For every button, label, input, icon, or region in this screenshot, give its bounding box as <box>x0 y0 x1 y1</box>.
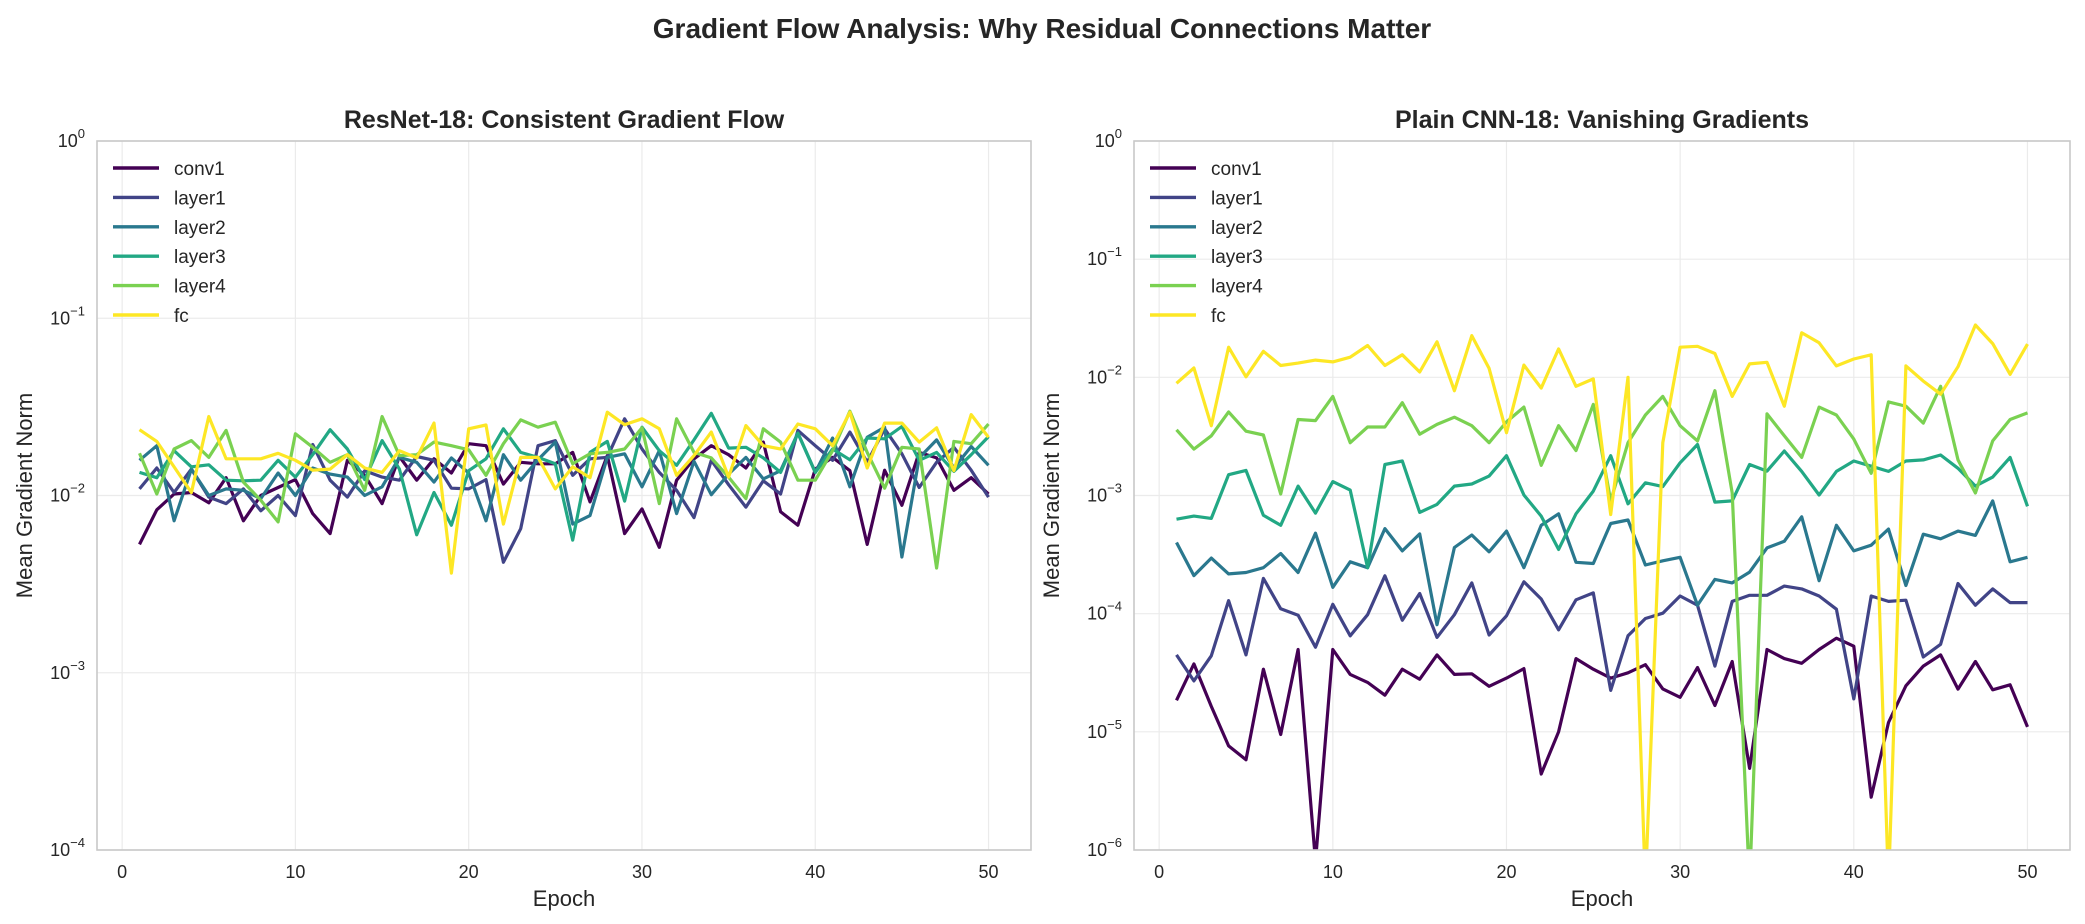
legend-item-fc: fc <box>113 306 189 327</box>
y-tick-label: 10−4 <box>50 835 85 860</box>
series-line-conv1 <box>1175 636 2029 850</box>
legend-label: layer3 <box>1211 247 1263 268</box>
x-tick-label: 30 <box>1670 862 1690 882</box>
x-tick-label: 50 <box>2017 862 2037 882</box>
legend-item-conv1: conv1 <box>113 159 225 180</box>
x-tick-label: 40 <box>1844 862 1864 882</box>
legend-item-conv1: conv1 <box>1150 159 1262 180</box>
legend-label: layer3 <box>174 247 226 268</box>
y-tick-label: 10−2 <box>1087 362 1122 387</box>
legend-label: fc <box>1211 306 1226 327</box>
legend-label: layer2 <box>174 218 226 239</box>
axes-frame <box>96 140 1032 851</box>
subplot-title: ResNet-18: Consistent Gradient Flow <box>344 106 785 134</box>
x-tick-label: 10 <box>1323 862 1343 882</box>
series-line-layer1 <box>138 417 990 564</box>
legend-item-layer4: layer4 <box>1150 277 1263 298</box>
axes-frame <box>1133 140 2071 851</box>
legend-item-fc: fc <box>1150 306 1226 327</box>
legend-label: conv1 <box>1211 159 1262 180</box>
legend: conv1 layer1 layer2 layer3 layer4 fc <box>1150 159 1263 327</box>
series-line-layer3 <box>1176 442 2030 570</box>
series-line-layer2 <box>138 425 990 559</box>
legend-label: layer1 <box>174 188 226 209</box>
x-tick-label: 20 <box>459 862 479 882</box>
y-tick-label: 10−5 <box>1087 717 1122 742</box>
subplot-title: Plain CNN-18: Vanishing Gradients <box>1395 106 1809 134</box>
y-tick-label: 10−3 <box>1087 481 1122 506</box>
x-tick-label: 20 <box>1496 862 1516 882</box>
y-tick-label: 10−1 <box>1087 244 1122 269</box>
x-axis-label: Epoch <box>1571 886 1633 911</box>
x-tick-label: 50 <box>979 862 999 882</box>
legend: conv1 layer1 layer2 layer3 layer4 fc <box>113 159 226 327</box>
series-line-layer3 <box>139 411 990 542</box>
x-tick-label: 0 <box>1154 862 1164 882</box>
plain-cnn-subplot: 0 10 20 30 40 50 10−6 10−5 10−4 10−3 10−2 10−1 100 co… <box>1039 106 2071 911</box>
x-tick-label: 40 <box>805 862 825 882</box>
legend-label: layer4 <box>1211 277 1263 298</box>
y-tick-label: 10−2 <box>50 481 85 506</box>
figure-title: Gradient Flow Analysis: Why Residual Con… <box>653 13 1432 44</box>
resnet-subplot: 0 10 20 30 40 50 10−4 10−3 10−2 10−1 100 conv1 layer… <box>12 106 1032 911</box>
series-line-fc <box>1175 323 2029 850</box>
y-tick-label: 100 <box>58 126 85 151</box>
x-tick-label: 10 <box>285 862 305 882</box>
y-tick-label: 100 <box>1095 126 1122 151</box>
y-axis-label: Mean Gradient Norm <box>1039 393 1064 598</box>
legend-item-layer3: layer3 <box>1150 247 1263 268</box>
legend-label: conv1 <box>174 159 225 180</box>
series-line-layer2 <box>1175 499 2028 627</box>
x-tick-label: 0 <box>117 862 127 882</box>
legend-item-layer4: layer4 <box>113 277 226 298</box>
y-tick-label: 10−1 <box>50 303 85 328</box>
x-axis-label: Epoch <box>533 886 595 911</box>
legend-item-layer1: layer1 <box>1150 188 1263 209</box>
legend-label: layer4 <box>174 277 226 298</box>
legend-label: layer2 <box>1211 218 1263 239</box>
y-tick-label: 10−3 <box>50 658 85 683</box>
series-line-layer1 <box>1175 574 2028 701</box>
legend-item-layer1: layer1 <box>113 188 226 209</box>
legend-item-layer2: layer2 <box>113 218 226 239</box>
legend-label: fc <box>174 306 189 327</box>
y-tick-label: 10−4 <box>1087 599 1122 624</box>
y-axis-label: Mean Gradient Norm <box>12 393 37 598</box>
x-tick-label: 30 <box>632 862 652 882</box>
legend-item-layer2: layer2 <box>1150 218 1263 239</box>
legend-item-layer3: layer3 <box>113 247 226 268</box>
legend-label: layer1 <box>1211 188 1263 209</box>
y-tick-label: 10−6 <box>1087 835 1122 860</box>
series-line-fc <box>138 410 990 575</box>
